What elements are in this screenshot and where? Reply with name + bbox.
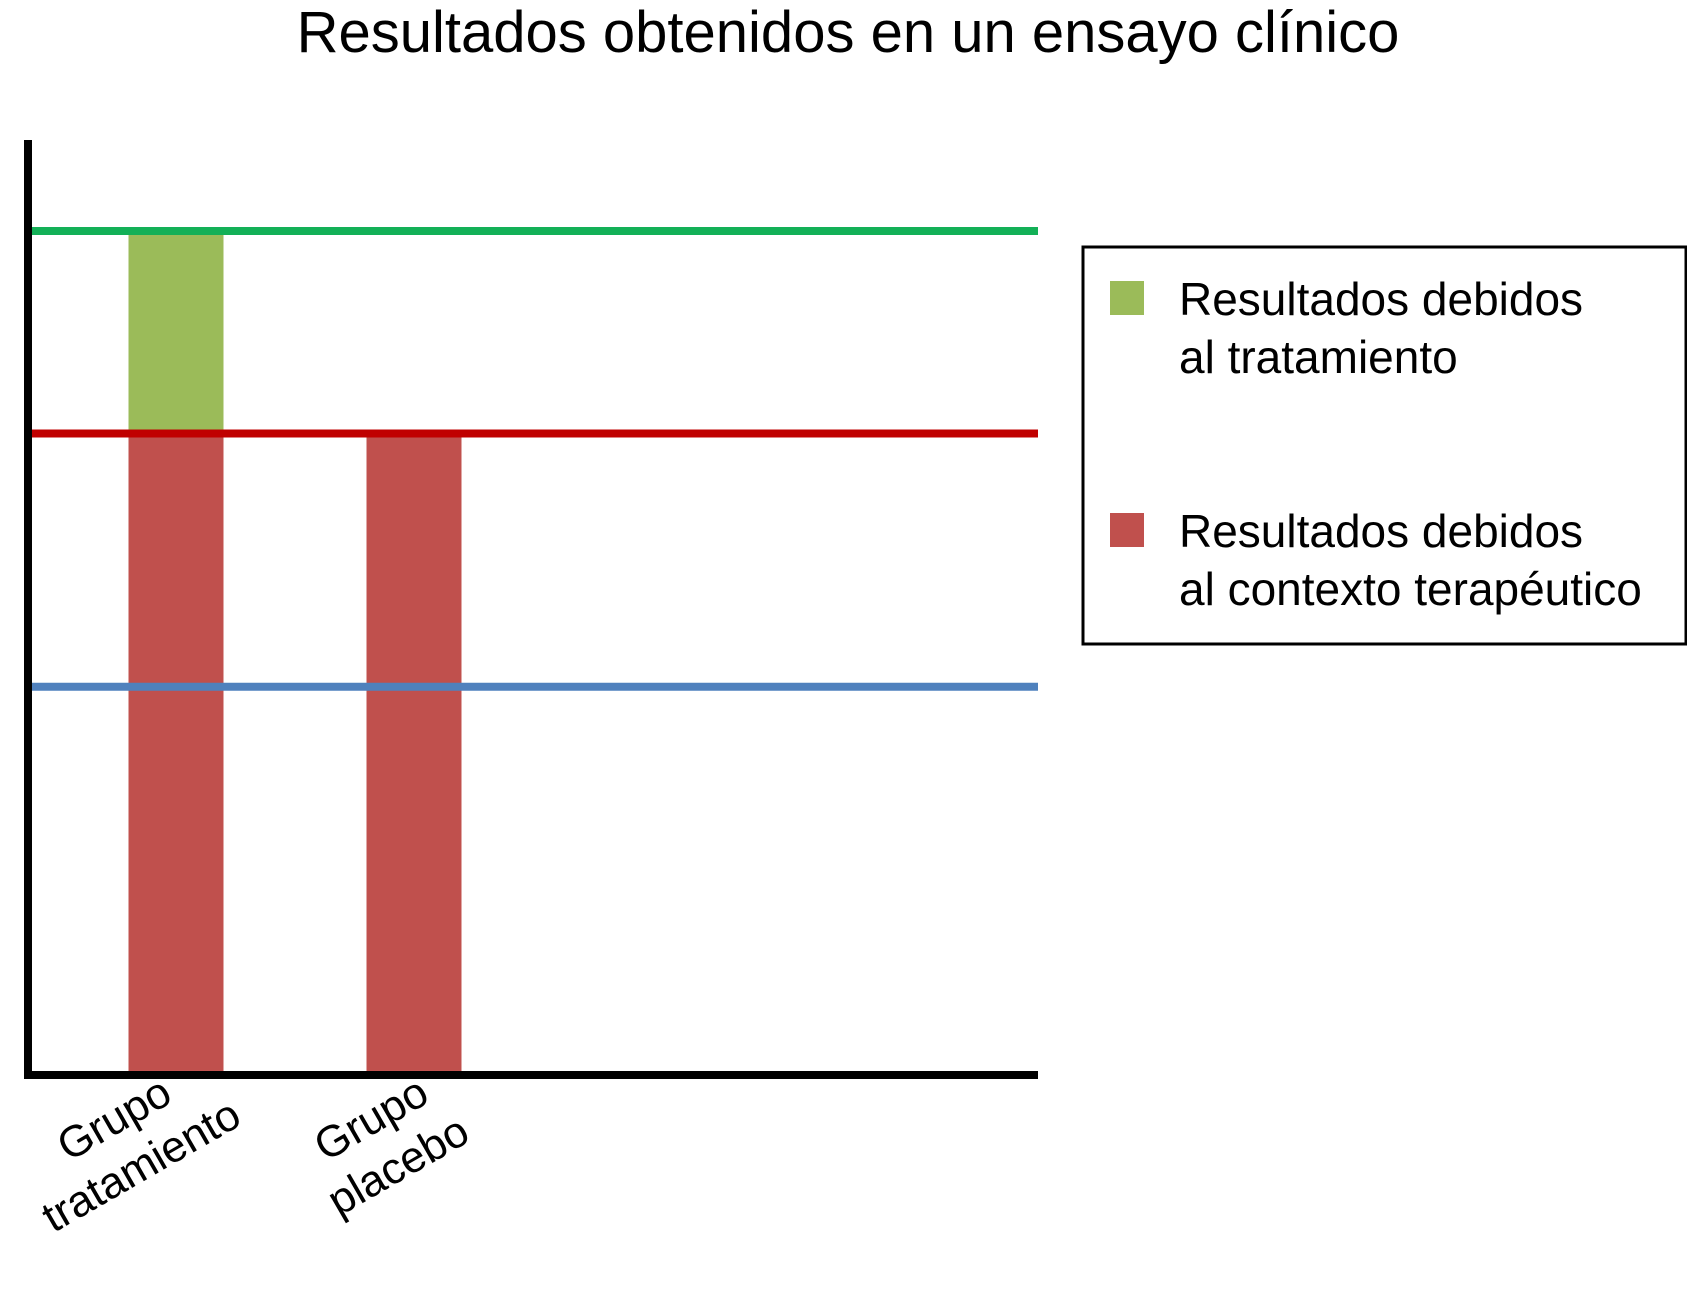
- legend-swatch-1: [1110, 281, 1144, 315]
- x-tick-label-text: Grupoplacebo: [292, 1059, 477, 1225]
- legend-box: [1081, 245, 1687, 646]
- bar-0-series-1: [128, 231, 224, 434]
- x-tick-label-1: Grupoplacebo: [292, 1059, 477, 1225]
- bars-layer: [128, 231, 462, 1075]
- legend-label-line: Resultados debidos: [1179, 273, 1583, 325]
- legend-label-1: Resultados debidos al tratamiento: [1179, 273, 1583, 383]
- legend-label-line: al contexto terapéutico: [1179, 563, 1642, 615]
- bar-1-series-0: [366, 433, 462, 1075]
- legend-label-line: Resultados debidos: [1179, 505, 1583, 557]
- bar-0-series-0: [128, 433, 224, 1075]
- legend-label-0: Resultados debidos al contexto terapéutic…: [1179, 505, 1642, 615]
- axes: [24, 140, 1038, 1079]
- legend-swatch-0: [1110, 513, 1144, 547]
- legend: Resultados debidos al tratamientoResultad…: [1081, 245, 1687, 646]
- chart-title: Resultados obtenidos en un ensayo clínic…: [297, 0, 1400, 65]
- legend-label-line: al tratamiento: [1179, 331, 1458, 383]
- reference-lines: [32, 227, 1038, 691]
